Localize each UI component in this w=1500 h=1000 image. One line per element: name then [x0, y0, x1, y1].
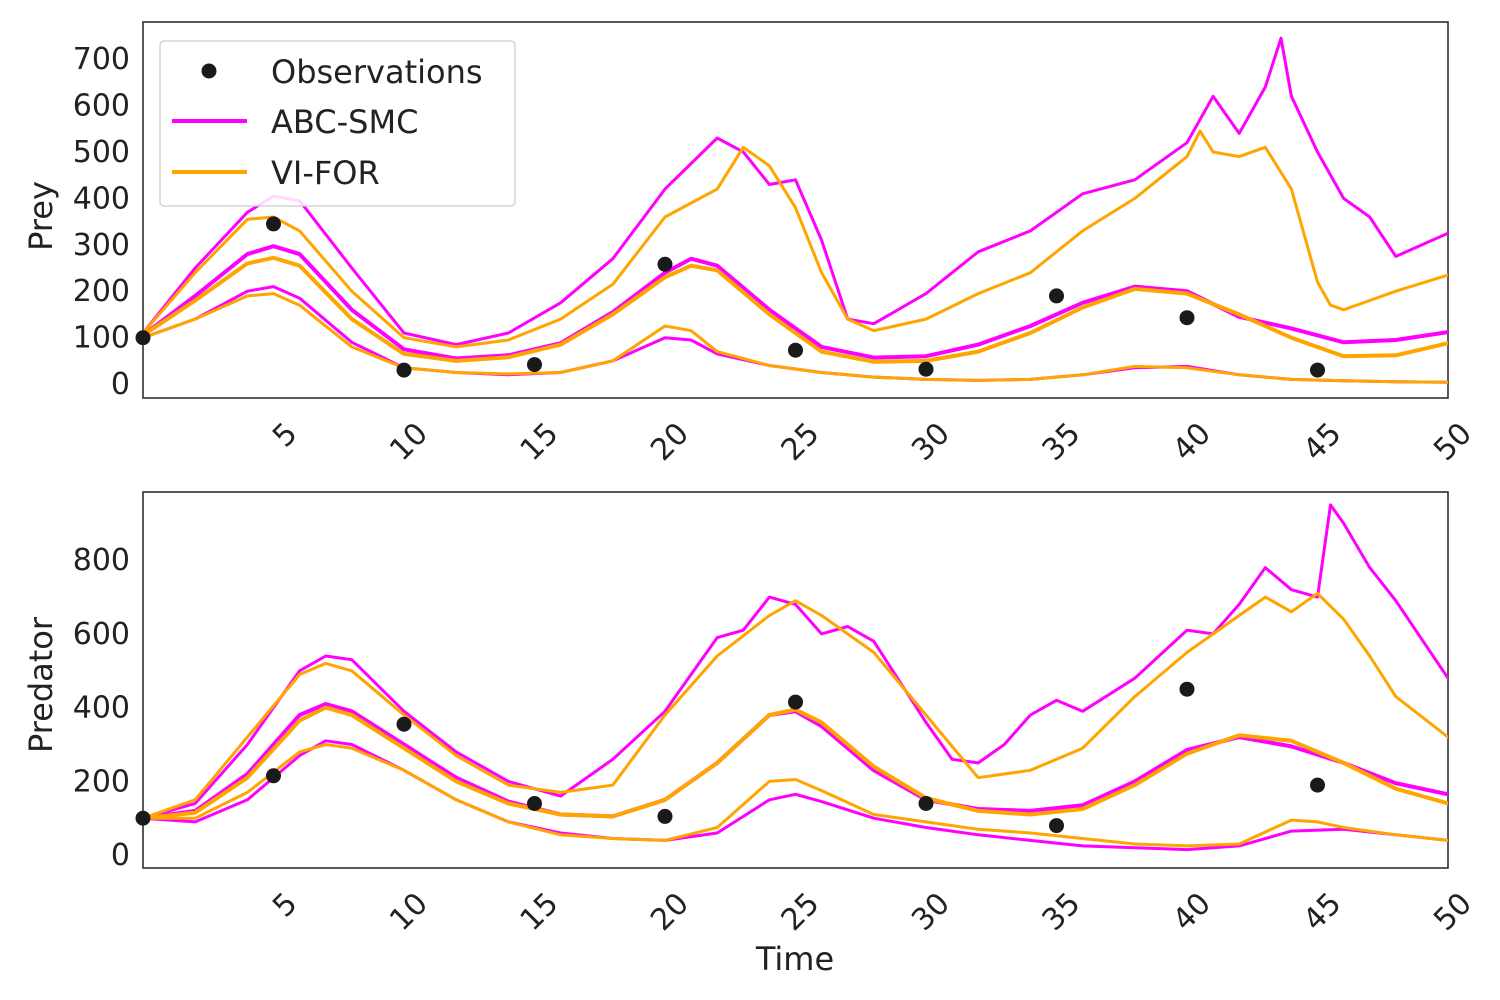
- predator-abc-smc-upper-line: [143, 503, 1448, 820]
- prey-observation-point: [1049, 288, 1064, 304]
- prey-observations-layer: [135, 216, 1325, 378]
- prey-xtick-labels: 5 10 15 20 25 30 35 40 45 50: [266, 416, 1479, 468]
- prey-ytick-label: 700: [73, 42, 130, 77]
- predator-series-layer: [143, 503, 1448, 852]
- predator-xtick-label: 20: [644, 886, 696, 938]
- prey-observation-point: [657, 256, 673, 272]
- predator-xtick-label: 10: [383, 886, 435, 938]
- predator-vi-for-mean-line: [143, 705, 1448, 821]
- legend: Observations ABC-SMC VI-FOR: [159, 40, 516, 207]
- predator-ytick-label: 400: [73, 691, 130, 726]
- prey-ytick-label: 400: [73, 181, 130, 216]
- prey-ytick-label: 300: [73, 228, 130, 263]
- predator-xtick-label: 30: [905, 886, 957, 938]
- predator-observation-point: [1049, 818, 1064, 834]
- predator-xtick-label: 50: [1427, 886, 1479, 938]
- legend-vi-for-label: VI-FOR: [271, 154, 380, 192]
- predator-vi-for-upper-line: [143, 591, 1448, 820]
- predator-abc-smc-mean-line: [143, 702, 1448, 821]
- predator-axes-frame: [142, 491, 1449, 869]
- prey-observation-point: [527, 357, 542, 373]
- predator-ytick-label: 200: [73, 764, 130, 799]
- prey-xtick-label: 25: [775, 416, 827, 468]
- predator-ytick-label: 0: [111, 838, 130, 873]
- legend-observations-label: Observations: [271, 53, 483, 91]
- prey-observation-point: [1179, 310, 1195, 326]
- predator-observation-point: [266, 768, 281, 784]
- predator-xtick-label: 45: [1297, 886, 1349, 938]
- predator-xtick-label: 5: [266, 886, 304, 924]
- predator-observation-point: [918, 796, 934, 811]
- predator-observation-point: [527, 796, 542, 811]
- predator-xtick-label: 35: [1036, 886, 1088, 938]
- predator-observation-point: [135, 810, 151, 826]
- predator-observation-point: [1179, 681, 1195, 697]
- legend-box: [159, 40, 516, 207]
- prey-ytick-labels: 0 100 200 300 400 500 600 700: [73, 42, 130, 402]
- predator-xtick-label: 25: [775, 886, 827, 938]
- prey-xtick-label: 20: [644, 416, 696, 468]
- prey-ytick-label: 0: [111, 367, 130, 402]
- prey-xtick-label: 45: [1297, 416, 1349, 468]
- prey-ytick-label: 500: [73, 135, 130, 170]
- predator-y-axis-label: Predator: [22, 616, 60, 753]
- predator-observations-layer: [135, 681, 1325, 834]
- legend-observations-marker: [201, 63, 217, 79]
- predator-observation-point: [657, 808, 673, 824]
- prey-observation-point: [396, 362, 412, 378]
- prey-ytick-label: 600: [73, 89, 130, 124]
- prey-xtick-label: 30: [905, 416, 957, 468]
- prey-observation-point: [1310, 362, 1325, 378]
- prey-series-layer: [143, 36, 1448, 384]
- predator-xtick-label: 15: [514, 886, 566, 938]
- prey-y-axis-label: Prey: [22, 181, 60, 251]
- prey-ytick-label: 200: [73, 274, 130, 309]
- prey-xtick-label: 5: [266, 416, 304, 454]
- predator-ytick-label: 800: [73, 543, 130, 578]
- time-x-axis-label: Time: [755, 940, 834, 978]
- prey-observation-point: [266, 216, 281, 232]
- prey-xtick-label: 50: [1427, 416, 1479, 468]
- prey-axes-frame: [142, 21, 1449, 399]
- predator-panel: 0 200 400 600 800 5 10 15 20 25 30 35 40 45 50 Predat…: [22, 491, 1479, 978]
- predator-abc-smc-lower-line: [143, 739, 1448, 852]
- prey-vi-for-lower-line: [143, 292, 1448, 384]
- prey-xtick-label: 10: [383, 416, 435, 468]
- predator-xtick-label: 40: [1166, 886, 1218, 938]
- prey-abc-smc-mean-line: [143, 244, 1448, 361]
- prey-observation-point: [135, 330, 151, 346]
- predator-vi-for-lower-line: [143, 743, 1448, 848]
- predator-observation-point: [396, 716, 412, 732]
- predator-observation-point: [788, 694, 803, 710]
- predator-ytick-label: 600: [73, 617, 130, 652]
- prey-xtick-label: 35: [1036, 416, 1088, 468]
- prey-observation-point: [788, 342, 803, 358]
- prey-observation-point: [918, 361, 934, 377]
- legend-abc-smc-label: ABC-SMC: [271, 103, 418, 141]
- prey-xtick-label: 40: [1166, 416, 1218, 468]
- prey-ytick-label: 100: [73, 321, 130, 356]
- prey-vi-for-upper-line: [143, 129, 1448, 349]
- predator-observation-point: [1310, 777, 1325, 793]
- prey-vi-for-mean-line: [143, 255, 1448, 364]
- prey-xtick-label: 15: [514, 416, 566, 468]
- predator-ytick-labels: 0 200 400 600 800: [73, 543, 130, 873]
- predator-xtick-labels: 5 10 15 20 25 30 35 40 45 50: [266, 886, 1479, 938]
